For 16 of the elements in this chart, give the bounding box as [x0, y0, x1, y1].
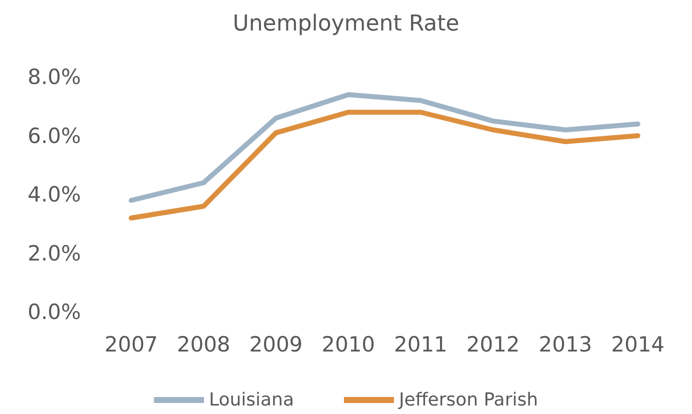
x-tick-label: 2012	[466, 332, 520, 356]
y-tick-label: 6.0%	[28, 124, 81, 148]
x-tick-label: 2008	[176, 332, 230, 356]
x-tick-label: 2010	[322, 332, 376, 356]
x-tick-label: 2011	[394, 332, 448, 356]
x-tick-label: 2007	[104, 332, 158, 356]
x-tick-label: 2009	[249, 332, 303, 356]
x-tick-label: 2013	[538, 332, 592, 356]
y-tick-label: 0.0%	[28, 300, 81, 324]
y-tick-label: 2.0%	[28, 241, 81, 266]
y-tick-label: 8.0%	[28, 65, 81, 89]
chart-title: Unemployment Rate	[232, 12, 460, 36]
y-tick-label: 4.0%	[28, 182, 81, 206]
legend-label: Louisiana	[208, 390, 294, 410]
legend-label: Jefferson Parish	[398, 390, 538, 410]
x-tick-label: 2014	[611, 332, 665, 356]
